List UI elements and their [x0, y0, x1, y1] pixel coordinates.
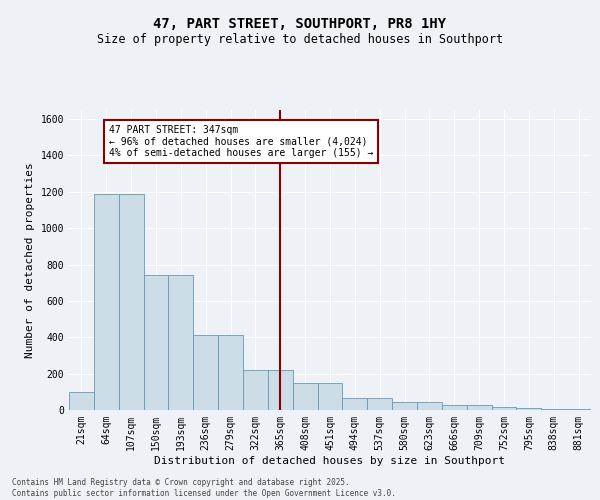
Bar	[143, 276, 169, 410]
Bar	[541, 409, 566, 410]
Bar	[268, 370, 293, 410]
Bar	[119, 194, 143, 410]
Text: 47 PART STREET: 347sqm
← 96% of detached houses are smaller (4,024)
4% of semi-d: 47 PART STREET: 347sqm ← 96% of detached…	[109, 124, 373, 158]
Bar	[566, 409, 591, 410]
Bar	[69, 392, 94, 410]
Text: Size of property relative to detached houses in Southport: Size of property relative to detached ho…	[97, 32, 503, 46]
Bar	[442, 404, 467, 410]
Bar	[417, 402, 442, 410]
Bar	[491, 408, 517, 410]
Bar	[317, 382, 343, 410]
Bar	[94, 194, 119, 410]
Y-axis label: Number of detached properties: Number of detached properties	[25, 162, 35, 358]
Text: Contains HM Land Registry data © Crown copyright and database right 2025.
Contai: Contains HM Land Registry data © Crown c…	[12, 478, 396, 498]
Bar	[367, 398, 392, 410]
Text: 47, PART STREET, SOUTHPORT, PR8 1HY: 47, PART STREET, SOUTHPORT, PR8 1HY	[154, 18, 446, 32]
Bar	[467, 404, 491, 410]
Bar	[218, 336, 243, 410]
X-axis label: Distribution of detached houses by size in Southport: Distribution of detached houses by size …	[155, 456, 505, 466]
Bar	[243, 370, 268, 410]
Bar	[392, 402, 417, 410]
Bar	[517, 408, 541, 410]
Bar	[293, 382, 317, 410]
Bar	[193, 336, 218, 410]
Bar	[343, 398, 367, 410]
Bar	[169, 276, 193, 410]
